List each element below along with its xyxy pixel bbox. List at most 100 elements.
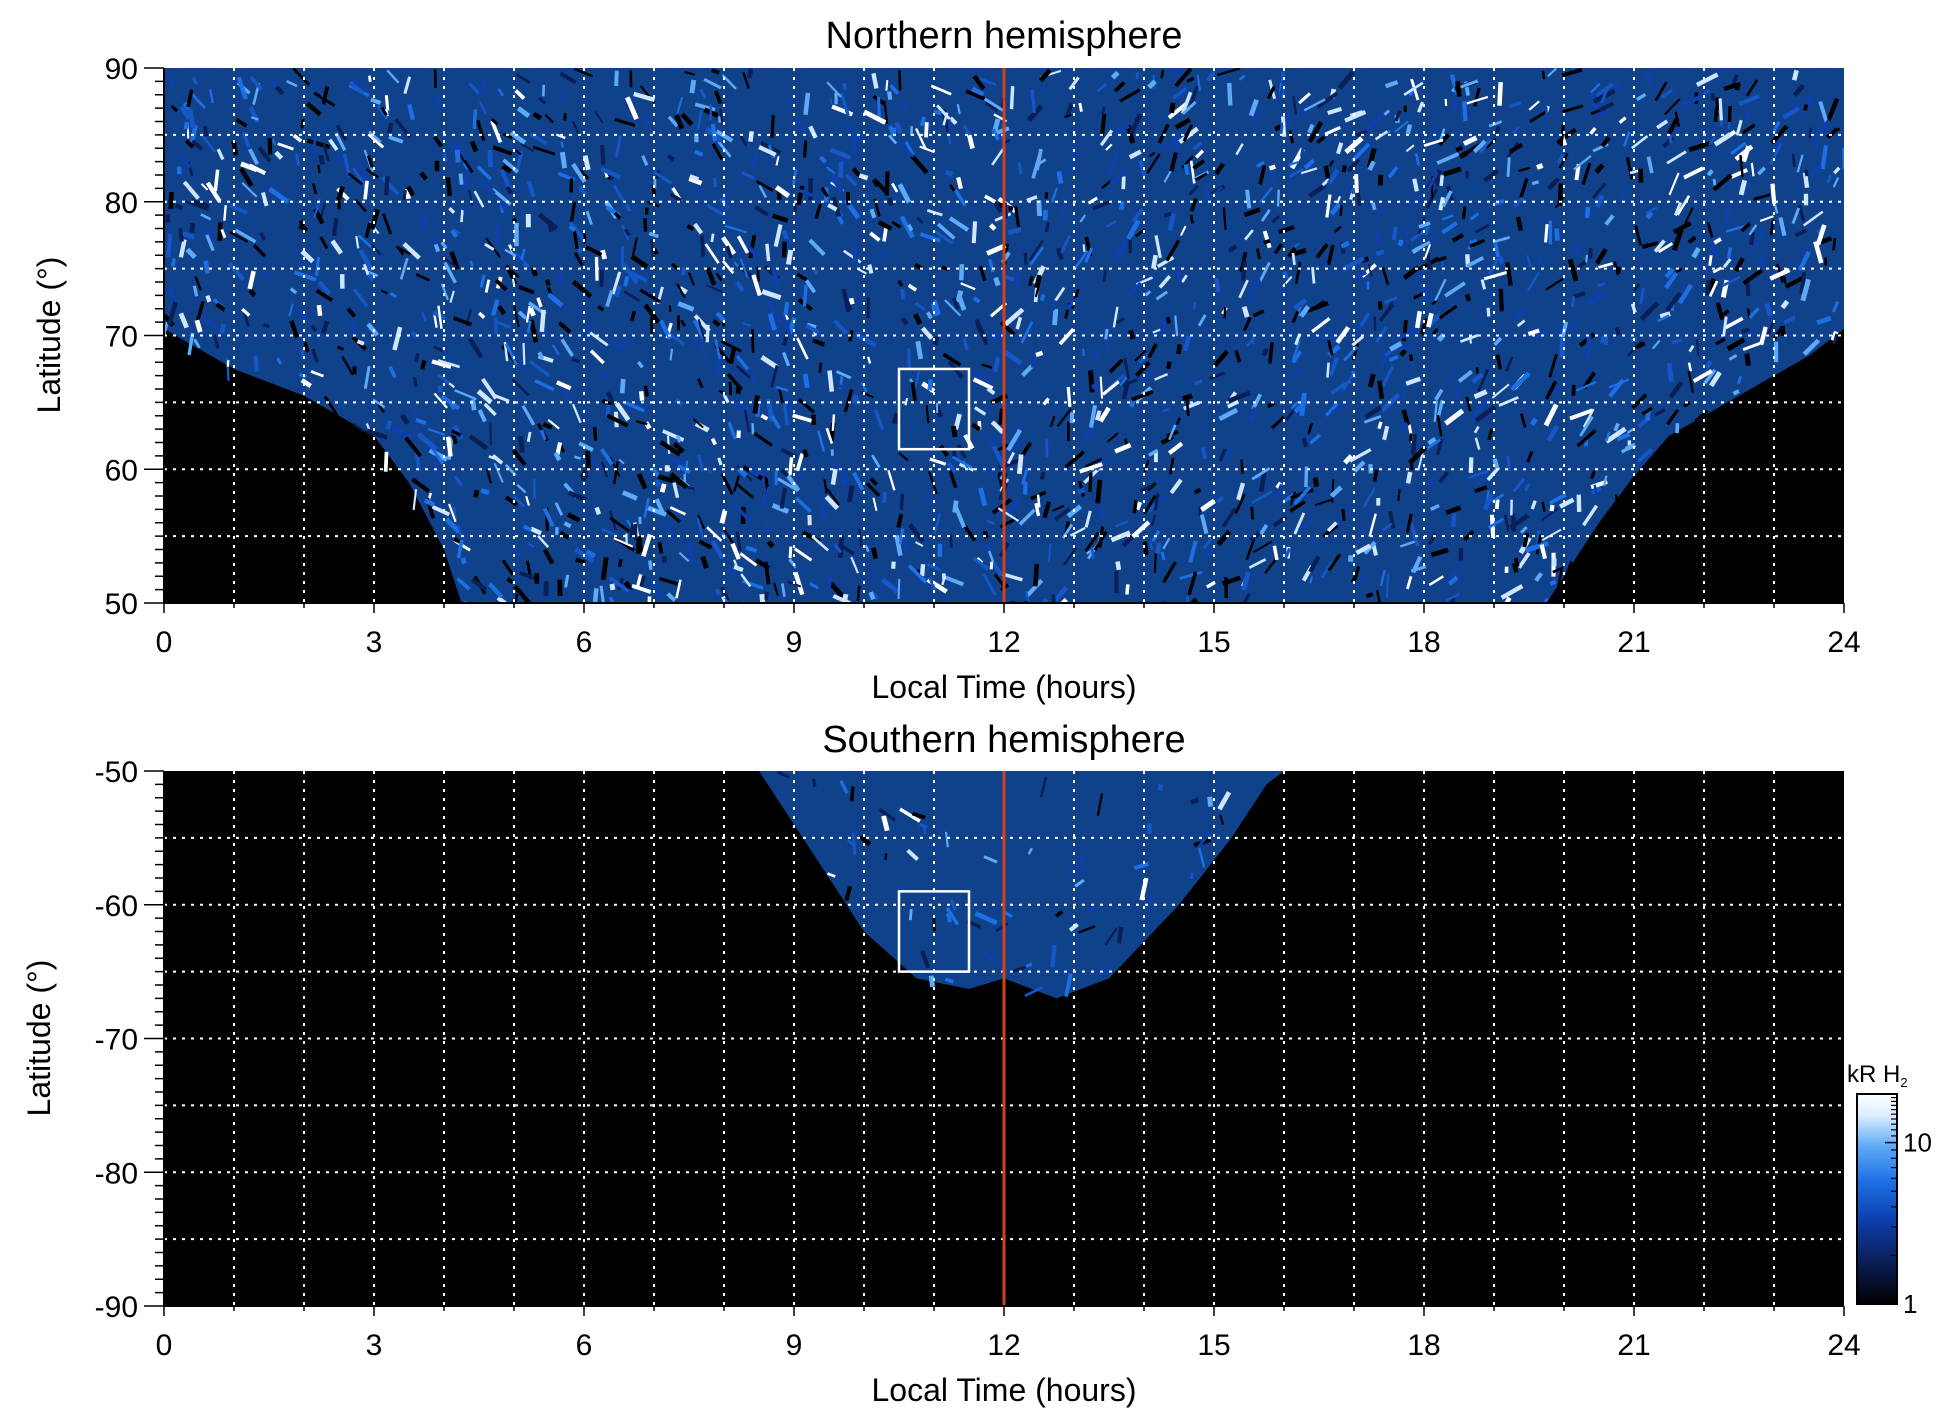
north-emission-streak bbox=[831, 414, 836, 431]
north-emission-streak bbox=[735, 531, 742, 552]
north-emission-streak bbox=[1082, 244, 1086, 253]
north-emission-streak bbox=[1149, 540, 1153, 550]
north-emission-streak bbox=[1430, 504, 1440, 511]
north-emission-streak bbox=[1309, 576, 1314, 584]
north-emission-streak bbox=[231, 140, 239, 156]
north-emission-streak bbox=[348, 80, 365, 95]
north-emission-streak bbox=[1099, 506, 1106, 518]
north-emission-streak bbox=[1548, 353, 1558, 378]
north-emission-streak bbox=[1174, 266, 1182, 283]
north-emission-streak bbox=[897, 279, 904, 287]
north-emission-streak bbox=[971, 221, 978, 244]
north-emission-streak bbox=[365, 423, 371, 430]
north-emission-streak bbox=[1343, 345, 1359, 362]
north-x-tick-label: 15 bbox=[1197, 626, 1230, 659]
north-emission-streak bbox=[1214, 162, 1225, 176]
north-emission-streak bbox=[1544, 380, 1558, 400]
north-emission-streak bbox=[1018, 508, 1036, 526]
north-emission-streak bbox=[1797, 250, 1811, 272]
north-emission-streak bbox=[526, 431, 532, 443]
north-emission-streak bbox=[733, 504, 751, 522]
north-emission-streak bbox=[733, 559, 739, 568]
north-emission-streak bbox=[793, 118, 808, 135]
north-emission-streak bbox=[1677, 283, 1693, 305]
north-emission-streak bbox=[1025, 590, 1030, 603]
north-emission-streak bbox=[312, 183, 318, 195]
north-emission-streak bbox=[1174, 117, 1191, 130]
north-emission-streak bbox=[501, 164, 513, 174]
north-emission-streak bbox=[1641, 240, 1659, 250]
north-emission-streak bbox=[1499, 256, 1504, 265]
north-emission-streak bbox=[1545, 277, 1564, 291]
north-emission-streak bbox=[600, 448, 614, 466]
north-emission-streak bbox=[571, 120, 581, 136]
south-x-tick-label: 21 bbox=[1617, 1329, 1650, 1362]
north-emission-streak bbox=[680, 267, 687, 276]
north-x-tick-label: 0 bbox=[156, 626, 173, 659]
north-emission-streak bbox=[1519, 178, 1529, 199]
north-emission-streak bbox=[1373, 206, 1386, 221]
north-emission-streak bbox=[1512, 477, 1526, 493]
north-emission-streak bbox=[402, 242, 421, 260]
north-emission-streak bbox=[1307, 121, 1324, 144]
north-emission-streak bbox=[437, 359, 461, 369]
north-emission-streak bbox=[191, 76, 199, 85]
south-emission-streak bbox=[974, 911, 998, 926]
north-emission-streak bbox=[276, 357, 283, 365]
north-emission-streak bbox=[1465, 396, 1472, 412]
north-emission-streak bbox=[838, 161, 844, 179]
north-emission-streak bbox=[1271, 215, 1281, 224]
north-emission-streak bbox=[1138, 159, 1147, 177]
north-emission-streak bbox=[1441, 214, 1454, 221]
north-emission-streak bbox=[1123, 357, 1131, 380]
north-emission-streak bbox=[1434, 175, 1441, 187]
north-emission-streak bbox=[1671, 338, 1682, 345]
north-emission-streak bbox=[1508, 101, 1522, 109]
north-emission-streak bbox=[1397, 488, 1401, 501]
south-panel: Southern hemisphere -90-80-70-60-500 3 6 9 1… bbox=[21, 719, 1861, 1408]
north-emission-streak bbox=[1461, 206, 1467, 220]
north-emission-streak bbox=[1526, 450, 1534, 463]
north-emission-streak bbox=[458, 173, 464, 185]
north-emission-streak bbox=[1467, 488, 1472, 496]
north-emission-streak bbox=[186, 89, 194, 108]
north-emission-streak bbox=[675, 579, 682, 599]
north-emission-streak bbox=[520, 142, 535, 153]
north-emission-streak bbox=[365, 168, 379, 179]
north-emission-streak bbox=[1223, 445, 1232, 460]
south-emission-streak bbox=[1088, 905, 1097, 913]
north-emission-streak bbox=[808, 238, 826, 257]
north-emission-streak bbox=[239, 167, 254, 188]
north-emission-streak bbox=[166, 233, 173, 258]
north-emission-streak bbox=[1576, 260, 1587, 270]
north-emission-streak bbox=[1070, 146, 1077, 165]
north-emission-streak bbox=[1291, 350, 1303, 364]
north-emission-streak bbox=[619, 378, 626, 394]
north-emission-streak bbox=[1391, 226, 1398, 241]
north-emission-streak bbox=[1329, 485, 1343, 499]
north-emission-streak bbox=[1108, 358, 1124, 374]
north-emission-streak bbox=[672, 441, 685, 454]
north-emission-streak bbox=[389, 291, 398, 299]
north-emission-streak bbox=[1059, 204, 1066, 222]
north-emission-streak bbox=[665, 509, 681, 524]
north-emission-streak bbox=[781, 314, 793, 338]
north-emission-streak bbox=[795, 229, 802, 241]
north-emission-streak bbox=[609, 583, 616, 591]
north-emission-streak bbox=[1383, 296, 1398, 305]
north-emission-streak bbox=[477, 179, 496, 196]
north-emission-streak bbox=[574, 68, 593, 78]
north-emission-streak bbox=[865, 482, 881, 497]
north-emission-streak bbox=[575, 557, 586, 565]
north-emission-streak bbox=[1188, 184, 1199, 196]
north-emission-streak bbox=[1664, 98, 1681, 116]
north-emission-streak bbox=[1309, 433, 1322, 445]
north-emission-streak bbox=[453, 475, 463, 487]
north-emission-streak bbox=[661, 555, 668, 563]
north-emission-streak bbox=[624, 204, 632, 213]
north-emission-streak bbox=[775, 156, 780, 166]
north-emission-streak bbox=[553, 451, 562, 462]
north-emission-streak bbox=[511, 378, 530, 397]
north-emission-streak bbox=[1346, 157, 1361, 173]
north-emission-streak bbox=[1307, 123, 1315, 134]
